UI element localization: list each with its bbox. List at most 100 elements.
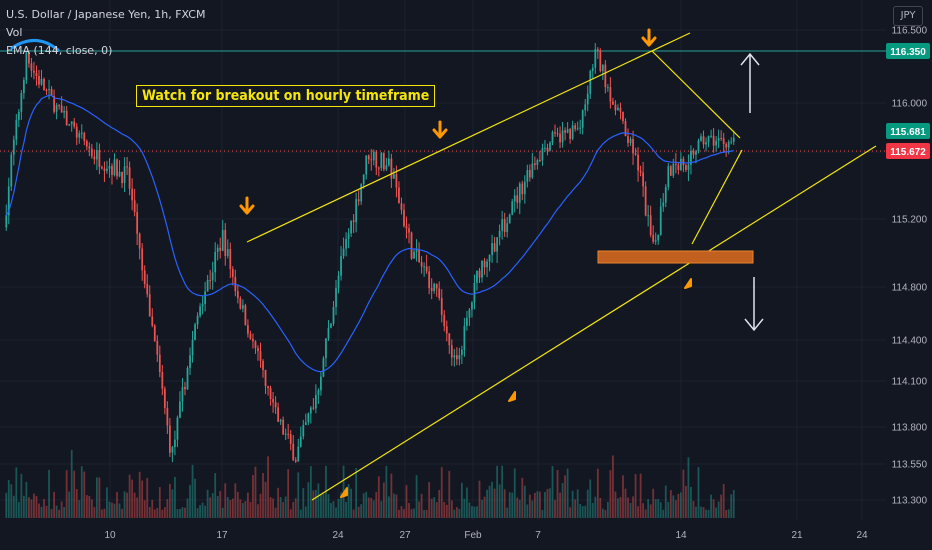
- candle-body: [629, 139, 632, 143]
- candle-body: [209, 279, 212, 281]
- volume-bar: [695, 506, 697, 518]
- candle-body: [405, 226, 408, 229]
- swash-icon: [10, 39, 60, 52]
- candle-body: [398, 187, 400, 204]
- candle-body: [460, 349, 463, 356]
- price-tick-label: 113.800: [892, 423, 928, 434]
- currency-badge[interactable]: JPY: [893, 6, 923, 26]
- candle-body: [425, 266, 428, 272]
- candle-body: [443, 314, 446, 327]
- volume-bar: [596, 468, 599, 518]
- candle-body: [221, 229, 224, 251]
- candle-body: [17, 111, 20, 120]
- candle-body: [186, 367, 189, 390]
- candle-body: [156, 340, 159, 355]
- volume-bar: [211, 493, 214, 518]
- candle-body: [274, 402, 277, 408]
- candle-body: [627, 136, 629, 143]
- candle-body: [136, 212, 139, 234]
- volume-bar: [496, 465, 499, 518]
- volume-bar: [468, 502, 471, 518]
- volume-bar: [674, 500, 677, 518]
- volume-bar: [7, 479, 10, 518]
- candle-body: [415, 249, 418, 252]
- candle-body: [639, 170, 642, 173]
- candle-body: [138, 233, 141, 249]
- volume-bar: [158, 487, 161, 518]
- candle-body: [367, 155, 370, 160]
- volume-bar: [403, 509, 405, 518]
- volume-bar: [194, 478, 196, 518]
- volume-bar: [101, 509, 103, 518]
- volume-bar: [297, 472, 300, 518]
- volume-bar: [17, 502, 20, 518]
- volume-bar: [45, 505, 48, 518]
- candle-body: [609, 87, 612, 102]
- volume-bar: [561, 482, 564, 518]
- volume-bar: [204, 505, 207, 518]
- candle-body: [357, 199, 360, 202]
- symbol-title: U.S. Dollar / Japanese Yen, 1h, FXCM: [6, 8, 206, 21]
- candle-body: [473, 282, 476, 303]
- volume-bar: [153, 509, 156, 518]
- down-arrow-icon: [641, 36, 657, 47]
- candle-body: [297, 446, 300, 462]
- volume-bar: [682, 469, 685, 518]
- volume-bar: [571, 490, 574, 518]
- volume-bar: [304, 506, 307, 518]
- volume-bar: [136, 497, 139, 518]
- candle-body: [257, 347, 259, 352]
- candle-body: [521, 183, 524, 195]
- candle-body: [342, 248, 345, 257]
- volume-bar: [206, 489, 209, 518]
- candle-body: [679, 158, 682, 170]
- candle-body: [70, 121, 73, 125]
- candle-body: [158, 354, 161, 372]
- candle-body: [226, 249, 229, 256]
- candle-body: [591, 67, 594, 72]
- volume-bar: [395, 494, 398, 518]
- candle-body: [410, 232, 413, 259]
- candle-body: [239, 298, 242, 309]
- candle-body: [601, 64, 604, 72]
- candle-body: [382, 152, 385, 170]
- volume-bar: [619, 497, 622, 518]
- candle-body: [48, 89, 50, 91]
- volume-bar: [241, 503, 244, 518]
- candle-body: [38, 75, 40, 85]
- volume-bar: [121, 508, 123, 518]
- volume-bar: [400, 506, 403, 518]
- candle-body: [28, 52, 30, 64]
- candle-body: [101, 167, 103, 169]
- candle-body: [5, 215, 8, 228]
- volume-bar: [380, 501, 383, 518]
- volume-bar: [317, 483, 320, 518]
- volume-bar: [405, 485, 408, 518]
- volume-bar: [707, 509, 710, 518]
- candle-body: [488, 254, 491, 262]
- volume-bar: [163, 507, 166, 518]
- volume-bar: [40, 506, 43, 518]
- candle-body: [503, 219, 506, 233]
- candle-body: [584, 104, 587, 111]
- volume-bar: [282, 502, 285, 518]
- candle-body: [219, 247, 222, 251]
- volume-bar: [712, 499, 715, 518]
- volume-bar: [43, 499, 45, 518]
- candle-body: [511, 201, 514, 215]
- candle-body: [206, 279, 209, 292]
- volume-bar: [539, 491, 541, 518]
- volume-bar: [55, 505, 58, 518]
- candle-body: [430, 287, 433, 292]
- price-tick-label: 114.400: [892, 336, 928, 347]
- volume-bar: [128, 474, 131, 518]
- candle-body: [599, 50, 602, 72]
- candle-body: [106, 168, 108, 171]
- volume-bar: [252, 475, 254, 518]
- candle-body: [322, 358, 325, 377]
- triangle-upper-line: [651, 50, 741, 139]
- price-tick-label: 116.500: [892, 26, 928, 37]
- volume-bar: [488, 485, 491, 518]
- candle-body: [715, 140, 718, 146]
- candle-body: [211, 272, 214, 281]
